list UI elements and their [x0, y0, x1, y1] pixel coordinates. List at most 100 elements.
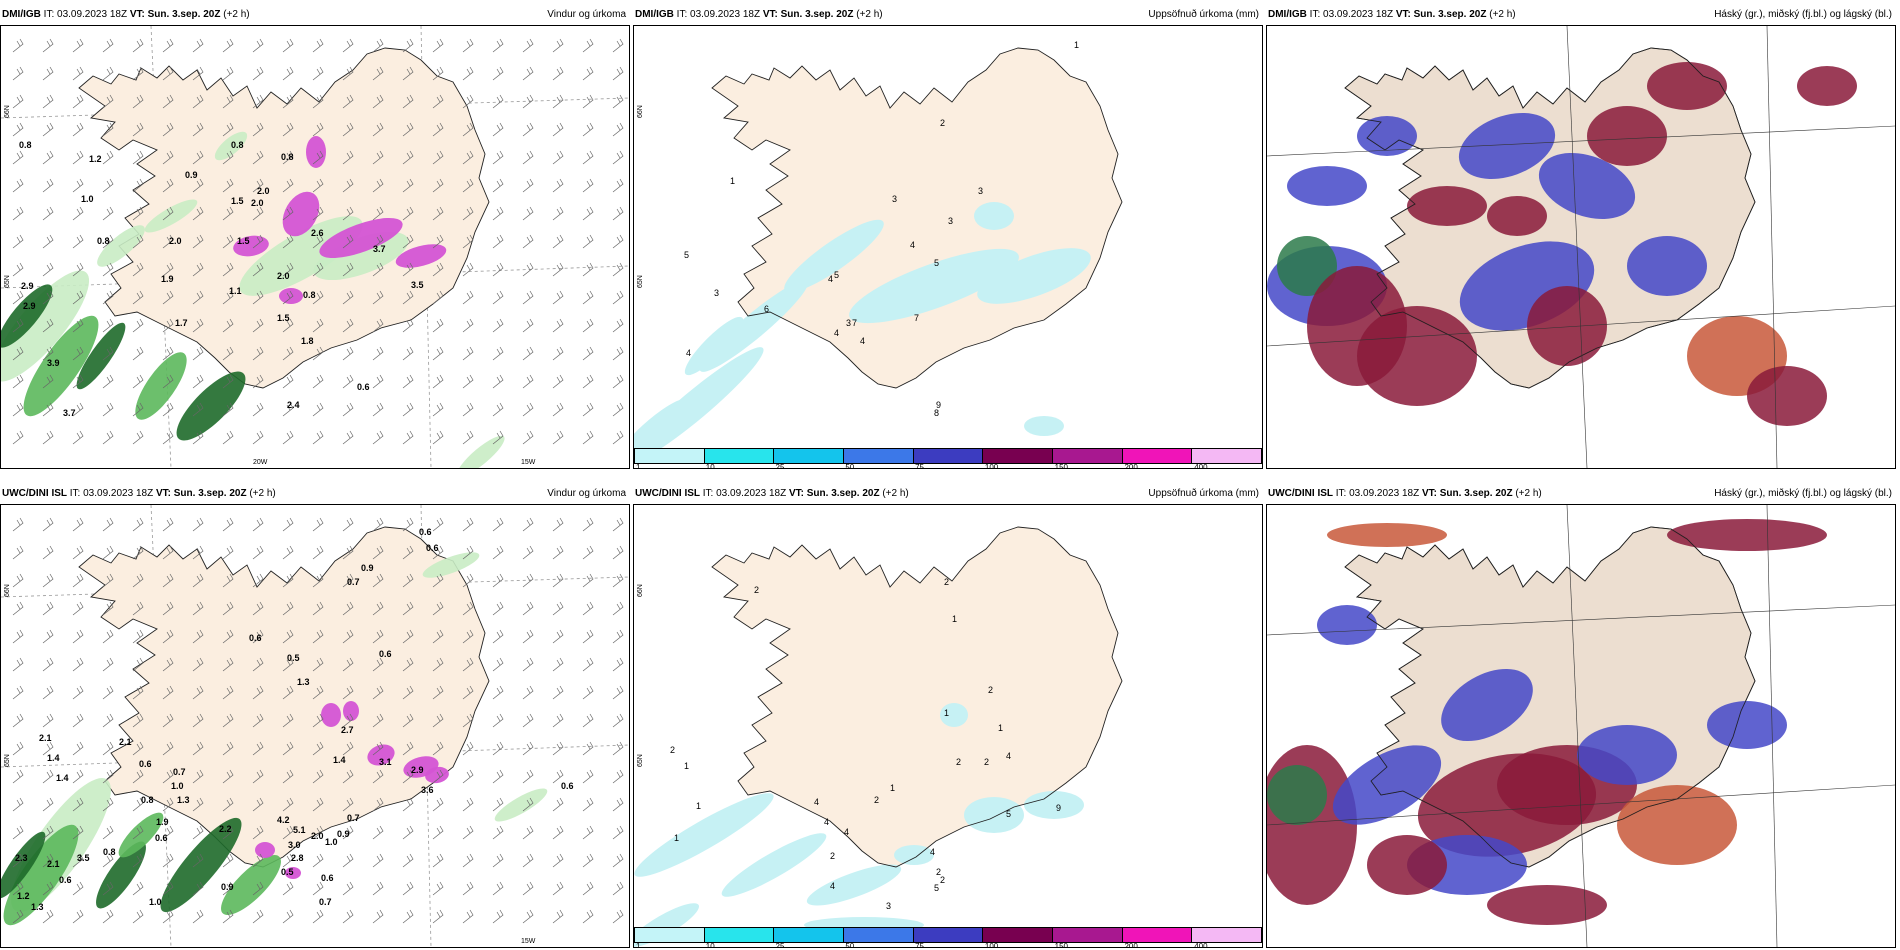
accum-value-label: 4 — [814, 797, 819, 807]
wind-barb — [492, 290, 504, 305]
colorbar-swatch — [635, 928, 705, 942]
wind-barb — [252, 741, 264, 756]
wind-barb — [432, 290, 444, 305]
wind-barb — [42, 741, 54, 756]
wind-barb — [222, 346, 234, 361]
wind-barb — [42, 262, 54, 277]
wind-barb — [612, 517, 624, 532]
wind-barb — [312, 657, 324, 672]
wind-barb — [492, 374, 504, 389]
wind-barb — [372, 206, 384, 221]
wind-barb — [492, 318, 504, 333]
accum-value-label: 1 — [952, 614, 957, 624]
axis-label: 66N — [637, 584, 644, 597]
wind-barb — [192, 517, 204, 532]
map-frame[interactable]: 0.6 0.6 0.9 0.7 0.6 0.5 2.7 1.4 3.1 2.9 0.6 3.6 1.3 0… — [0, 504, 630, 948]
cloud-cover-map[interactable] — [1267, 26, 1895, 468]
wind-barb — [312, 122, 324, 137]
wind-barb — [132, 797, 144, 812]
wind-barb — [72, 346, 84, 361]
wind-barb — [612, 346, 624, 361]
wind-barb — [12, 601, 24, 616]
wind-barb — [372, 122, 384, 137]
colorbar-swatch — [1053, 449, 1123, 463]
wind-barb — [612, 853, 624, 868]
convective-precip-area — [233, 235, 269, 257]
map-frame[interactable] — [1266, 25, 1896, 469]
axis-label: 65N — [4, 275, 11, 288]
wind-barb — [342, 769, 354, 784]
wind-barb — [162, 262, 174, 277]
wind-barb — [102, 206, 114, 221]
model-name: DMI/IGB — [2, 9, 41, 20]
wind-barb — [522, 234, 534, 249]
precip-area — [144, 199, 198, 233]
wind-barb — [312, 94, 324, 109]
wind-barb — [432, 797, 444, 812]
wind-barb — [132, 881, 144, 896]
wind-barb — [12, 38, 24, 53]
precip-value-label: 1.4 — [56, 773, 69, 783]
wind-precip-map[interactable]: 0.60.60.90.70.60.52.71.4 3.12.90.63.61.30… — [1, 505, 629, 947]
wind-barb — [282, 769, 294, 784]
wind-barb — [312, 825, 324, 840]
wind-barb — [252, 769, 264, 784]
wind-barb — [372, 234, 384, 249]
wind-barb — [42, 374, 54, 389]
wind-barb — [72, 150, 84, 165]
wind-precip-map[interactable]: 0.8 1.2 1.0 0.8 0.9 0.8 0.8 2.0 1.5 2.0 2.6 3.7 2.0 0… — [1, 26, 629, 468]
wind-barb — [162, 853, 174, 868]
wind-barb — [402, 741, 414, 756]
colorbar — [634, 448, 1262, 464]
map-frame[interactable] — [1266, 504, 1896, 948]
wind-barb — [342, 545, 354, 560]
wind-barb — [102, 178, 114, 193]
map-frame[interactable]: 1 2 1 3 3 3 5 4 5 4 7 4 4 3 6 9 4 7 5 3 8 66N 65N 1 10 25 50 75 100… — [633, 25, 1263, 469]
precip-area — [1, 831, 46, 899]
valid-prefix: VT: — [788, 488, 804, 499]
colorbar-tick-label: 75 — [915, 463, 925, 469]
wind-barb — [612, 573, 624, 588]
panel-header: UWC/DINI ISL IT: 03.09.2023 18Z VT: Sun.… — [633, 484, 1263, 504]
accum-value-label: 1 — [998, 723, 1003, 733]
wind-barb — [432, 94, 444, 109]
wind-barb — [192, 629, 204, 644]
accum-value-label: 8 — [934, 408, 939, 418]
wind-barb — [132, 66, 144, 81]
wind-barb — [132, 402, 144, 417]
wind-barb — [462, 374, 474, 389]
map-frame[interactable]: 0.8 1.2 1.0 0.8 0.9 0.8 0.8 2.0 1.5 2.0 2.6 3.7 2.0 0… — [0, 25, 630, 469]
convective-precip-area — [343, 701, 359, 721]
wind-barb — [162, 881, 174, 896]
wind-barb — [12, 290, 24, 305]
wind-barb — [102, 66, 114, 81]
wind-barb — [552, 573, 564, 588]
wind-barb — [72, 601, 84, 616]
wind-barb — [12, 769, 24, 784]
wind-barb — [432, 657, 444, 672]
colorbar-tick-label: 50 — [845, 942, 855, 948]
wind-barb — [72, 853, 84, 868]
wind-barb — [612, 206, 624, 221]
accum-precip-area — [634, 347, 764, 465]
wind-barb — [282, 178, 294, 193]
map-frame[interactable]: 2 1 2 2 1 1 4 2 2 2 1 1 1 4 2 2 9 5 5 1 2 4 3 4 2 4 4 66N 65N 1 10 25 5… — [633, 504, 1263, 948]
wind-barb — [282, 402, 294, 417]
wind-barb — [192, 853, 204, 868]
wind-barb — [342, 38, 354, 53]
wind-barb — [342, 825, 354, 840]
colorbar-swatch — [1192, 928, 1262, 942]
cloud-cover-map[interactable] — [1267, 505, 1895, 947]
wind-barb — [612, 430, 624, 445]
init-time: IT: 03.09.2023 18Z — [676, 9, 761, 20]
precip-area — [494, 788, 548, 822]
wind-barb — [132, 234, 144, 249]
wind-barb — [552, 797, 564, 812]
wind-barb — [42, 545, 54, 560]
wind-barb — [162, 545, 174, 560]
wind-barb — [42, 150, 54, 165]
wind-barb — [312, 881, 324, 896]
wind-barb — [162, 374, 174, 389]
